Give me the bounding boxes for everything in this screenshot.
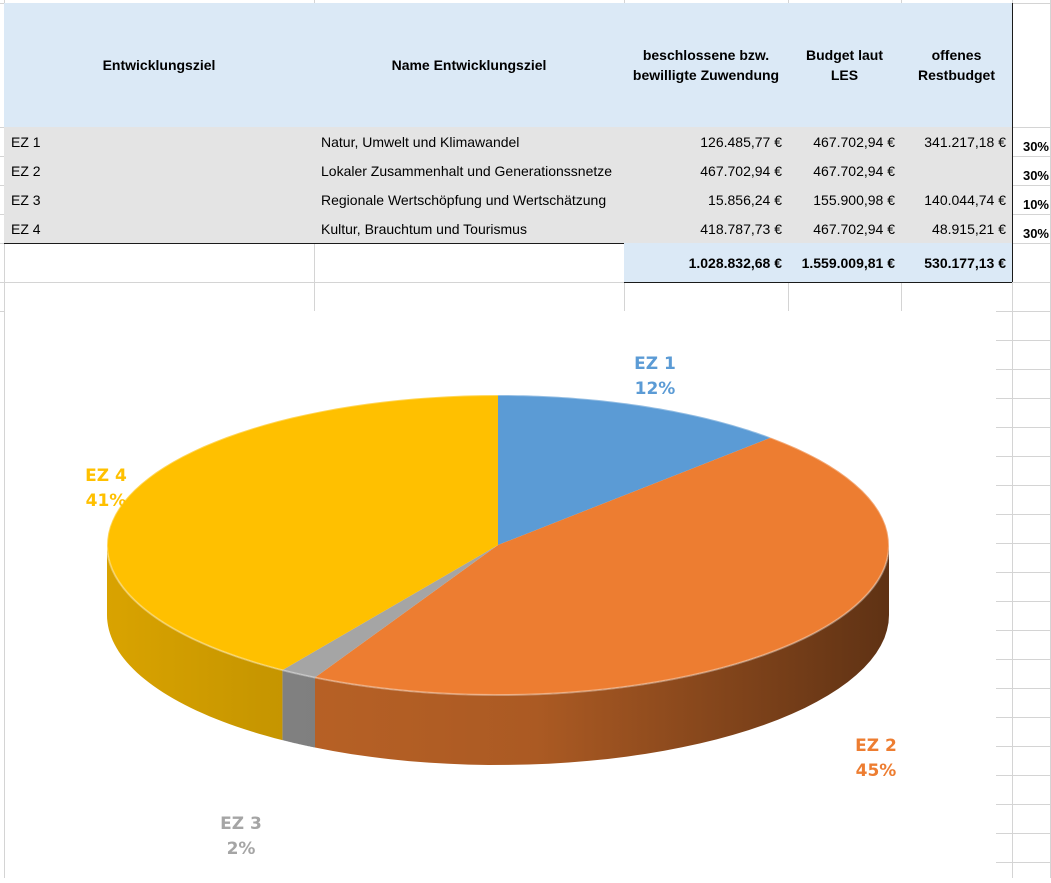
cell-ez-name-text: Kultur, Brauchtum und Tourismus bbox=[321, 220, 527, 237]
cell-zuwendung[interactable]: 418.787,73 € bbox=[624, 214, 788, 243]
header-budget-text: Budget laut LES bbox=[806, 47, 883, 83]
cell-ez-name-text: Natur, Umwelt und Klimawandel bbox=[321, 133, 520, 150]
data-label-percent: 12% bbox=[635, 379, 676, 399]
cell-percent[interactable]: 10% bbox=[1012, 185, 1051, 214]
cell-percent-text: 30% bbox=[1022, 168, 1049, 183]
header-entwicklungsziel-text: Entwicklungsziel bbox=[102, 57, 216, 73]
cell-budget[interactable]: 467.702,94 € bbox=[788, 127, 901, 156]
cell-ez-id-text: EZ 2 bbox=[11, 162, 41, 179]
cell-percent-text: 30% bbox=[1022, 226, 1049, 241]
cell-zuwendung-text: 126.485,77 € bbox=[700, 133, 782, 150]
pie-chart[interactable]: EZ 1 12% EZ 2 45% EZ 3 2% EZ 4 41% bbox=[5, 311, 996, 878]
cell-budget[interactable]: 467.702,94 € bbox=[788, 214, 901, 243]
header-name-text: Name Entwicklungsziel bbox=[391, 57, 547, 73]
total-zuwendung[interactable]: 1.028.832,68 € bbox=[624, 243, 788, 282]
cell-rest-text: 140.044,74 € bbox=[924, 191, 1006, 208]
cell-percent-text: 10% bbox=[1022, 197, 1049, 212]
data-label-percent: 41% bbox=[86, 491, 127, 511]
pie-side-ez4[interactable] bbox=[107, 545, 283, 741]
cell-budget-text: 467.702,94 € bbox=[813, 162, 895, 179]
cell-ez-name-text: Regionale Wertschöpfung und Wertschätzun… bbox=[321, 191, 607, 208]
header-restbudget[interactable]: offenes Restbudget bbox=[901, 3, 1012, 127]
cell-rest[interactable]: 48.915,21 € bbox=[901, 214, 1012, 243]
cell-ez-id-text: EZ 4 bbox=[11, 220, 41, 237]
cell-ez-name[interactable]: Regionale Wertschöpfung und Wertschätzun… bbox=[314, 185, 624, 214]
header-name-entwicklungsziel[interactable]: Name Entwicklungsziel bbox=[314, 3, 624, 127]
pie-slice-ez3[interactable] bbox=[282, 545, 498, 678]
data-label-category: EZ 4 bbox=[85, 466, 127, 486]
total-budget[interactable]: 1.559.009,81 € bbox=[788, 243, 901, 282]
data-label-percent: 45% bbox=[856, 761, 897, 781]
cell-rest[interactable] bbox=[901, 156, 1012, 185]
pie-slice-ez4[interactable] bbox=[107, 395, 498, 671]
cell-ez-id-text: EZ 3 bbox=[11, 191, 41, 208]
total-rest[interactable]: 530.177,13 € bbox=[901, 243, 1012, 282]
cell-ez-name[interactable]: Natur, Umwelt und Klimawandel bbox=[314, 127, 624, 156]
cell-zuwendung[interactable]: 126.485,77 € bbox=[624, 127, 788, 156]
cell-percent[interactable]: 30% bbox=[1012, 156, 1051, 185]
pie-slice-ez1[interactable] bbox=[498, 395, 771, 545]
cell-percent-text: 30% bbox=[1022, 139, 1049, 154]
cell-budget[interactable]: 155.900,98 € bbox=[788, 185, 901, 214]
data-label-category: EZ 1 bbox=[634, 354, 676, 374]
header-entwicklungsziel[interactable]: Entwicklungsziel bbox=[4, 3, 314, 127]
data-label-category: EZ 3 bbox=[220, 814, 262, 834]
cell-ez-id-text: EZ 1 bbox=[11, 133, 41, 150]
header-zuwendung[interactable]: beschlossene bzw. bewilligte Zuwendung bbox=[624, 3, 788, 127]
cell-budget-text: 155.900,98 € bbox=[813, 191, 895, 208]
cell-rest[interactable]: 140.044,74 € bbox=[901, 185, 1012, 214]
cell-zuwendung-text: 467.702,94 € bbox=[700, 162, 782, 179]
cell-percent[interactable]: 30% bbox=[1012, 127, 1051, 156]
pie-side-ez2[interactable] bbox=[315, 545, 889, 765]
data-label-percent: 2% bbox=[227, 839, 256, 859]
cell-budget[interactable]: 467.702,94 € bbox=[788, 156, 901, 185]
header-zuwendung-text: beschlossene bzw. bewilligte Zuwendung bbox=[632, 47, 780, 83]
cell-ez-name-text: Lokaler Zusammenhalt und Generationssnet… bbox=[321, 162, 613, 179]
total-zuwendung-text: 1.028.832,68 € bbox=[688, 254, 782, 271]
cell-ez-id[interactable]: EZ 1 bbox=[4, 127, 314, 156]
cell-zuwendung[interactable]: 467.702,94 € bbox=[624, 156, 788, 185]
cell-rest-text: 341.217,18 € bbox=[924, 133, 1006, 150]
pie-rim bbox=[106, 394, 890, 696]
cell-budget-text: 467.702,94 € bbox=[813, 133, 895, 150]
cell-ez-name[interactable]: Kultur, Brauchtum und Tourismus bbox=[314, 214, 624, 243]
cell-rest-text: 48.915,21 € bbox=[932, 220, 1006, 237]
cell-ez-id[interactable]: EZ 3 bbox=[4, 185, 314, 214]
total-budget-text: 1.559.009,81 € bbox=[801, 254, 895, 271]
cell-ez-name[interactable]: Lokaler Zusammenhalt und Generationssnet… bbox=[314, 156, 624, 185]
header-budget-les[interactable]: Budget laut LES bbox=[788, 3, 901, 127]
cell-zuwendung-text: 15.856,24 € bbox=[708, 191, 782, 208]
cell-percent[interactable]: 30% bbox=[1012, 214, 1051, 243]
cell-ez-id[interactable]: EZ 4 bbox=[4, 214, 314, 243]
cell-ez-id[interactable]: EZ 2 bbox=[4, 156, 314, 185]
pie-side-ez3[interactable] bbox=[282, 670, 315, 748]
total-rest-text: 530.177,13 € bbox=[924, 254, 1006, 271]
data-label-category: EZ 2 bbox=[855, 736, 897, 756]
cell-zuwendung-text: 418.787,73 € bbox=[700, 220, 782, 237]
pie-chart-area[interactable]: EZ 1 12% EZ 2 45% EZ 3 2% EZ 4 41% bbox=[5, 311, 996, 878]
cell-rest[interactable]: 341.217,18 € bbox=[901, 127, 1012, 156]
cell-budget-text: 467.702,94 € bbox=[813, 220, 895, 237]
pie-slice-ez2[interactable] bbox=[315, 437, 889, 695]
header-rest-text: offenes Restbudget bbox=[918, 47, 995, 83]
cell-zuwendung[interactable]: 15.856,24 € bbox=[624, 185, 788, 214]
